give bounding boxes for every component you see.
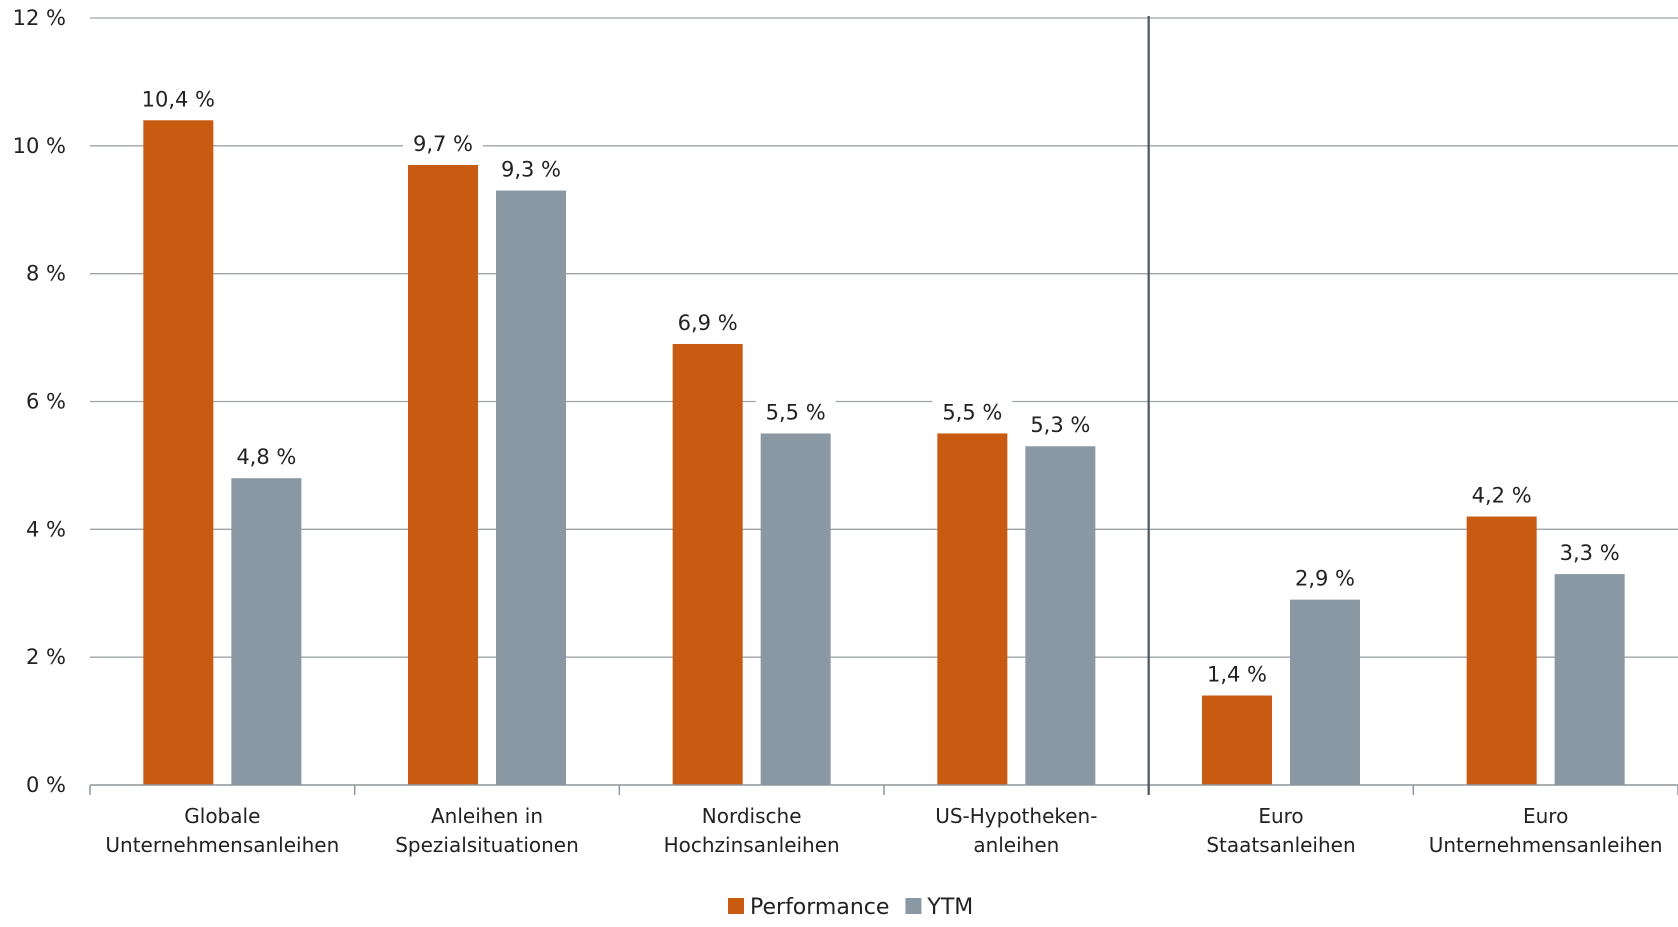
bar-ytm — [496, 190, 566, 785]
category-label: Euro — [1523, 804, 1568, 828]
bar-performance — [1466, 516, 1537, 785]
bar-ytm — [231, 478, 302, 785]
data-label: 9,3 % — [501, 158, 561, 182]
legend-label-performance: Performance — [750, 895, 889, 920]
y-tick-label: 6 % — [26, 390, 66, 414]
category-label: anleihen — [973, 833, 1059, 857]
data-label: 9,7 % — [413, 132, 473, 156]
bar-performance — [1202, 695, 1272, 785]
data-label-backdrop — [491, 154, 571, 185]
data-label-backdrop — [1549, 538, 1630, 569]
bar-performance — [408, 165, 478, 786]
y-tick-label: 12 % — [13, 6, 66, 30]
data-label-backdrop — [403, 129, 483, 160]
x-axis — [89, 16, 1678, 795]
legend: Performance YTM — [728, 895, 973, 920]
data-label-backdrop — [667, 307, 748, 338]
y-tick-label: 4 % — [26, 517, 66, 541]
y-tick-label: 2 % — [26, 645, 66, 669]
data-label: 5,5 % — [942, 400, 1002, 424]
data-label: 5,5 % — [766, 400, 826, 424]
data-label-backdrop — [1285, 563, 1365, 594]
y-axis-ticks: 0 % 2 % 4 % 6 % 8 % 10 % 12 % — [13, 6, 66, 797]
bar-series — [143, 120, 1625, 786]
category-label: Globale — [184, 804, 260, 828]
legend-swatch-performance — [728, 898, 744, 914]
category-label: Nordische — [702, 804, 802, 828]
category-label: Staatsanleihen — [1206, 833, 1355, 857]
bar-performance — [672, 343, 743, 785]
data-label: 5,3 % — [1030, 413, 1090, 437]
bar-performance — [143, 120, 214, 786]
data-label-backdrop — [1020, 410, 1101, 441]
category-labels: Globale Unternehmensanleihen Anleihen in Sp… — [105, 804, 1662, 857]
data-label: 10,4 % — [142, 87, 215, 111]
category-label: Hochzinsanleihen — [664, 833, 840, 857]
data-label: 3,3 % — [1560, 541, 1620, 565]
y-tick-label: 10 % — [13, 134, 66, 158]
legend-swatch-ytm — [905, 898, 922, 914]
category-label: Euro — [1258, 804, 1303, 828]
y-tick-label: 8 % — [26, 262, 66, 286]
bar-ytm — [1290, 599, 1360, 785]
data-label-backdrop — [1197, 659, 1277, 690]
category-label: Unternehmensanleihen — [1429, 833, 1663, 857]
data-label: 6,9 % — [678, 311, 738, 335]
legend-label-ytm: YTM — [926, 895, 973, 920]
data-label-backdrop — [138, 84, 219, 115]
data-label-backdrop — [932, 397, 1013, 428]
grid-lines — [90, 17, 1678, 658]
category-label: Unternehmensanleihen — [105, 833, 339, 857]
data-label-backdrop — [1461, 480, 1542, 511]
data-label: 4,8 % — [236, 445, 296, 469]
category-label: US-Hypotheken- — [935, 804, 1097, 828]
bar-ytm — [760, 433, 831, 785]
category-label: Anleihen in — [431, 804, 543, 828]
category-label: Spezialsituationen — [395, 833, 579, 857]
data-label: 4,2 % — [1472, 484, 1532, 508]
data-label: 1,4 % — [1207, 663, 1267, 687]
bar-ytm — [1025, 446, 1096, 785]
bar-ytm — [1554, 574, 1625, 785]
data-label: 2,9 % — [1295, 567, 1355, 591]
data-labels: 10,4 % 9,7 % 6,9 % 5,5 % 1,4 % 4,2 % 4,8 % 9,3 … — [138, 84, 1630, 690]
bar-performance — [937, 433, 1008, 785]
data-label-backdrop — [226, 442, 307, 473]
data-label-backdrop — [755, 397, 836, 428]
y-tick-label: 0 % — [26, 773, 66, 797]
